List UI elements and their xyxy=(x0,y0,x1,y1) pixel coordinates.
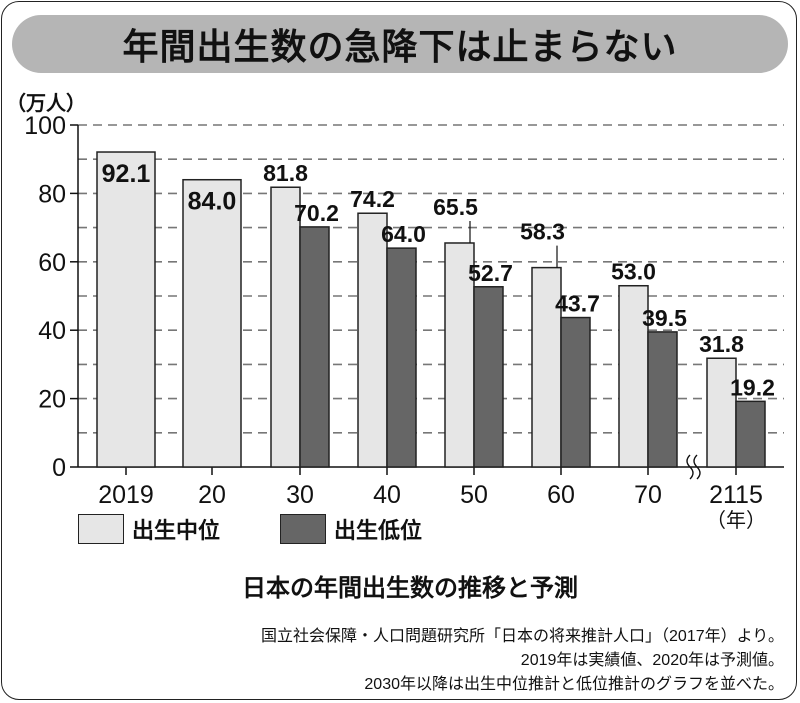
bar-medium xyxy=(618,284,649,468)
legend-swatch-medium xyxy=(78,514,124,544)
y-axis-unit: （万人） xyxy=(6,92,86,115)
y-tick-label: 80 xyxy=(38,180,66,208)
x-tick-label: 50 xyxy=(460,481,488,509)
chart-title: 日本の年間出生数の推移と予測 xyxy=(242,575,578,602)
data-label-medium: 53.0 xyxy=(611,259,656,285)
bar-low xyxy=(473,286,504,468)
y-tick-label: 60 xyxy=(38,249,66,277)
x-tick-label: 30 xyxy=(286,481,314,509)
bar-chart: 0 20 40 60 80 100（万人） 2019 92.1 20 84.0 30 81.8 70.2… xyxy=(6,92,784,532)
x-tick-label: 2019 xyxy=(98,481,154,509)
legend: 出生中位 出生低位 xyxy=(78,513,422,545)
note-actual: 2019年は実績値、2020年は予測値。 xyxy=(520,652,784,669)
legend-swatch-low xyxy=(280,514,327,544)
data-label-medium: 58.3 xyxy=(520,219,565,245)
y-tick-label: 20 xyxy=(38,386,66,414)
legend-label-medium: 出生中位 xyxy=(132,518,221,543)
note-series: 2030年以降は出生中位推計と低位推計のグラフを並べた。 xyxy=(364,676,784,693)
data-label-low: 43.7 xyxy=(555,291,600,317)
bar-medium xyxy=(270,186,301,468)
data-label-medium: 92.1 xyxy=(102,160,151,188)
x-tick-label: 60 xyxy=(547,481,575,509)
data-label-medium: 31.8 xyxy=(699,331,744,357)
data-label-medium: 74.2 xyxy=(350,186,395,212)
data-label-low: 64.0 xyxy=(381,221,426,247)
data-label-low: 19.2 xyxy=(730,374,775,400)
x-tick-label: 2115 xyxy=(709,481,763,509)
bar-medium xyxy=(182,178,242,468)
legend-label-low: 出生低位 xyxy=(334,518,423,543)
data-label-medium: 65.5 xyxy=(433,194,478,220)
x-tick-label: 40 xyxy=(373,481,401,509)
data-label-medium: 84.0 xyxy=(188,188,237,216)
bar-low xyxy=(560,316,591,468)
y-tick-label: 100 xyxy=(24,112,66,140)
data-label-low: 52.7 xyxy=(468,260,513,286)
y-tick-label: 0 xyxy=(52,454,66,482)
x-axis-unit: （年） xyxy=(706,509,766,532)
bar-low xyxy=(735,400,766,468)
header-banner: 年間出生数の急降下は止まらない xyxy=(12,15,788,73)
header-title: 年間出生数の急降下は止まらない xyxy=(122,26,678,67)
x-tick-label: 20 xyxy=(198,481,226,509)
data-label-low: 70.2 xyxy=(294,200,339,226)
x-tick-label: 70 xyxy=(634,481,662,509)
bar-low xyxy=(386,247,417,468)
data-label-low: 39.5 xyxy=(642,305,687,331)
axis-break-icon xyxy=(686,454,701,480)
y-tick-label: 40 xyxy=(38,317,66,345)
bar-low xyxy=(647,331,678,468)
note-source: 国立社会保障・人口問題研究所「日本の将来推計人口」（2017年）より。 xyxy=(261,628,784,645)
bar-medium xyxy=(96,151,156,468)
data-label-medium: 81.8 xyxy=(263,160,308,186)
bar-low xyxy=(299,226,330,468)
bar-medium xyxy=(357,212,388,468)
